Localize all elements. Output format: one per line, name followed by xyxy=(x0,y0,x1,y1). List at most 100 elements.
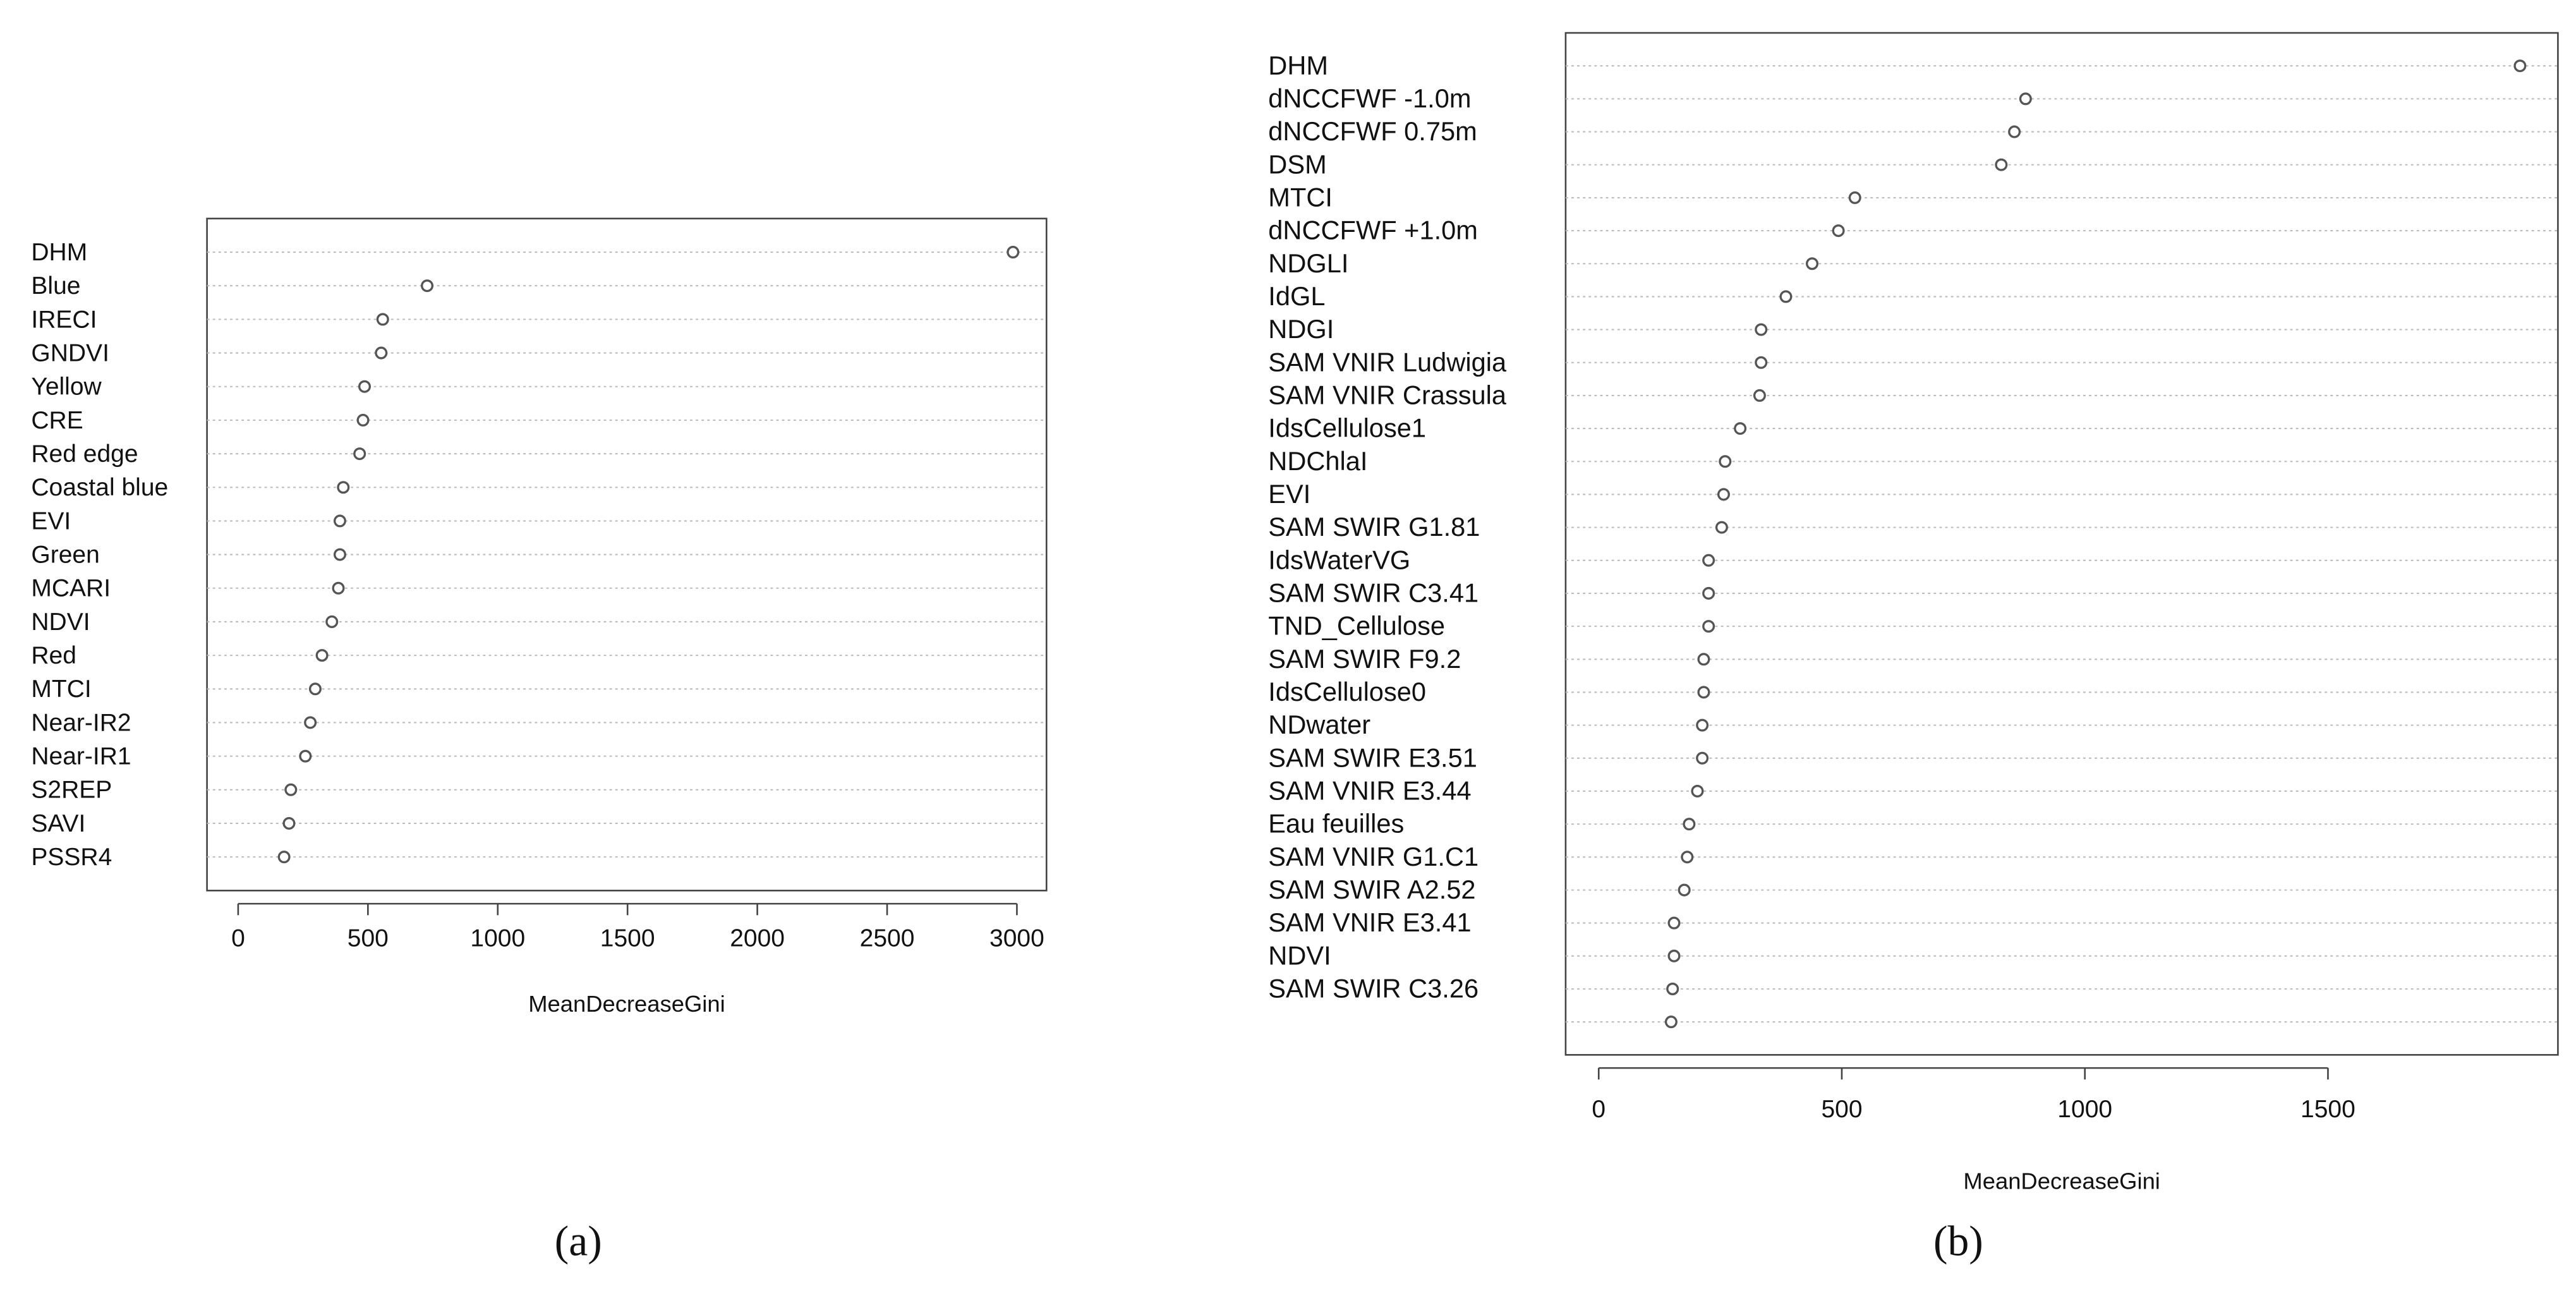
category-label: IdsWaterVG xyxy=(1268,545,1410,574)
dot xyxy=(1007,246,1020,259)
category-label: Red edge xyxy=(31,440,138,468)
dot xyxy=(2019,92,2032,106)
dot xyxy=(1683,818,1696,831)
dot xyxy=(1779,290,1793,303)
dot xyxy=(1715,521,1728,534)
dot xyxy=(358,380,372,393)
dot xyxy=(1734,422,1747,435)
x-tick-label: 1000 xyxy=(470,925,525,952)
category-label: SAM SWIR C3.26 xyxy=(1268,974,1478,1003)
category-label: SAM VNIR Crassula xyxy=(1268,380,1507,410)
category-label: PSSR4 xyxy=(31,844,112,871)
category-label: MTCI xyxy=(1268,182,1333,212)
dot xyxy=(299,749,312,763)
category-label: SAM SWIR E3.51 xyxy=(1268,742,1477,772)
category-label: Near-IR1 xyxy=(31,743,131,770)
dot xyxy=(284,783,298,796)
dot xyxy=(1691,784,1704,797)
category-label: NDVI xyxy=(31,609,90,636)
dot xyxy=(421,279,434,293)
dot xyxy=(1667,949,1681,962)
category-label: TND_Cellulose xyxy=(1268,611,1445,641)
dot xyxy=(375,346,388,360)
dot xyxy=(1702,586,1715,600)
dot xyxy=(1696,718,1709,732)
dot xyxy=(1702,620,1715,633)
dot xyxy=(1806,257,1819,270)
category-label: Eau feuilles xyxy=(1268,809,1404,839)
category-label: DHM xyxy=(31,239,87,266)
x-tick-label: 2000 xyxy=(730,925,785,952)
category-label: CRE xyxy=(31,407,83,434)
category-label: SAM SWIR F9.2 xyxy=(1268,644,1461,674)
category-label: NDVI xyxy=(1268,940,1331,970)
category-label: EVI xyxy=(1268,479,1310,509)
x-tick-label: 1500 xyxy=(2301,1096,2355,1123)
x-tick-label: 1500 xyxy=(600,925,655,952)
category-label: Near-IR2 xyxy=(31,709,131,736)
category-label: NDGI xyxy=(1268,314,1334,344)
dot xyxy=(325,615,339,628)
dot xyxy=(1696,751,1709,765)
dot xyxy=(1995,158,2008,171)
x-tick-label: 0 xyxy=(231,925,245,952)
dot xyxy=(1667,916,1681,930)
category-label: Coastal blue xyxy=(31,474,168,501)
category-label: IRECI xyxy=(31,306,97,333)
dot xyxy=(1664,1015,1678,1029)
x-tick-label: 2500 xyxy=(860,925,915,952)
dot xyxy=(308,682,322,696)
category-label: IdsCellulose1 xyxy=(1268,413,1426,443)
x-axis-title: MeanDecreaseGini xyxy=(528,991,725,1017)
dot xyxy=(1832,224,1845,238)
dot xyxy=(337,481,350,494)
dot xyxy=(333,548,346,561)
dot xyxy=(1666,982,1679,996)
category-label: S2REP xyxy=(31,777,112,804)
category-label: Yellow xyxy=(31,373,102,401)
category-label: SAM VNIR E3.41 xyxy=(1268,907,1471,937)
dot xyxy=(304,716,317,729)
x-tick-label: 1000 xyxy=(2057,1096,2112,1123)
caption: (a) xyxy=(555,1217,602,1264)
category-label: Red xyxy=(31,642,76,669)
category-label: dNCCFWF +1.0m xyxy=(1268,215,1478,245)
dot xyxy=(1681,851,1694,864)
plot-frame xyxy=(1564,32,2559,1056)
dot xyxy=(315,649,329,662)
category-label: Blue xyxy=(31,272,80,300)
dot xyxy=(282,816,296,830)
dot xyxy=(1678,883,1691,897)
dot xyxy=(1702,554,1715,567)
category-label: dNCCFWF 0.75m xyxy=(1268,116,1477,146)
dot xyxy=(2513,59,2527,73)
category-label: SAM VNIR Ludwigia xyxy=(1268,347,1507,377)
category-label: SAM VNIR G1.C1 xyxy=(1268,842,1478,871)
dot xyxy=(2008,125,2021,138)
dot xyxy=(376,313,389,326)
dot xyxy=(1755,356,1768,369)
dot xyxy=(1697,686,1710,699)
category-label: SAVI xyxy=(31,810,85,837)
dot xyxy=(1848,191,1861,204)
category-label: SAM SWIR A2.52 xyxy=(1268,875,1475,904)
category-label: NDGLI xyxy=(1268,248,1348,278)
dot xyxy=(1755,323,1768,336)
dot xyxy=(353,447,366,461)
dot xyxy=(277,851,291,864)
dot xyxy=(1753,389,1766,402)
dot xyxy=(332,581,345,595)
category-label: DSM xyxy=(1268,149,1326,179)
dot xyxy=(1697,653,1710,666)
category-label: GNDVI xyxy=(31,339,109,367)
category-label: DHM xyxy=(1268,51,1328,80)
category-label: IdGL xyxy=(1268,281,1325,311)
category-label: IdsCellulose0 xyxy=(1268,677,1426,706)
x-tick-label: 3000 xyxy=(989,925,1044,952)
category-label: MCARI xyxy=(31,575,111,602)
x-tick-label: 0 xyxy=(1592,1096,1605,1123)
category-label: Green xyxy=(31,541,99,568)
category-label: SAM SWIR G1.81 xyxy=(1268,512,1480,542)
